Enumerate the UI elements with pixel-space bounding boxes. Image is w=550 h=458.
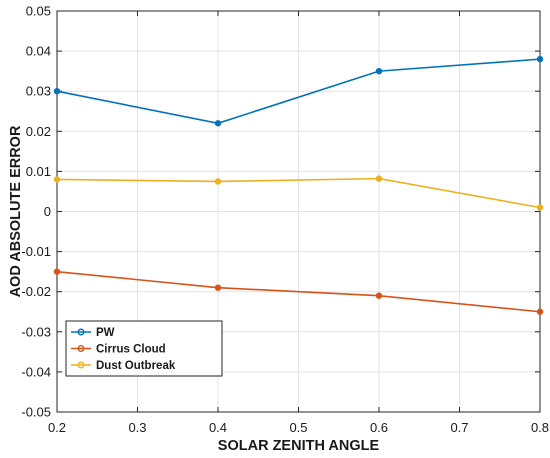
series-dust-outbreak — [53, 175, 544, 211]
data-point-pw — [53, 87, 61, 95]
series-line-pw — [56, 58, 541, 125]
legend-box — [65, 320, 223, 377]
series-line-dust-outbreak — [56, 177, 541, 209]
x-tick-label: 0.3 — [128, 420, 146, 435]
data-series — [53, 55, 544, 315]
legend-label: PW — [96, 327, 115, 339]
data-point-cirrus-cloud — [536, 308, 544, 315]
series-cirrus-cloud — [53, 268, 544, 315]
x-tick-label: 0.6 — [370, 420, 388, 435]
legend-swatch-marker — [77, 361, 85, 369]
y-tick-label: 0.02 — [26, 124, 51, 139]
y-tick-label: -0.05 — [21, 405, 51, 420]
y-tick-label: 0.03 — [26, 84, 51, 99]
data-point-cirrus-cloud — [214, 284, 222, 291]
legend-entry-dust-outbreak: Dust Outbreak — [71, 360, 176, 372]
x-tick-label: 0.2 — [48, 420, 66, 435]
legend-swatch-marker — [77, 345, 85, 352]
legend-swatch-marker — [77, 328, 85, 336]
axis-ticks: 0.2 0.3 0.4 0.5 0.6 0.7 0.8 -0.05 -0.04 -0.03 -0.0… — [21, 4, 549, 436]
x-tick-label: 0.4 — [209, 420, 227, 435]
y-tick-label: 0.05 — [26, 4, 51, 19]
data-point-dust-outbreak — [214, 178, 222, 185]
y-tick-label: -0.03 — [21, 324, 51, 339]
data-point-pw — [214, 120, 222, 127]
x-axis-title: SOLAR ZENITH ANGLE — [218, 438, 380, 454]
x-tick-label: 0.8 — [531, 420, 549, 435]
y-tick-label: 0.01 — [26, 164, 51, 179]
legend-label: Cirrus Cloud — [96, 344, 166, 356]
y-tick-label: -0.04 — [21, 364, 51, 379]
data-point-dust-outbreak — [53, 176, 61, 183]
legend-label: Dust Outbreak — [96, 360, 176, 372]
legend: PW Cirrus Cloud Dust Outbreak — [65, 320, 223, 377]
data-point-cirrus-cloud — [375, 292, 383, 299]
series-pw — [53, 55, 544, 127]
y-tick-label: 0 — [44, 204, 51, 219]
legend-entry-pw: PW — [71, 327, 115, 339]
series-line-cirrus-cloud — [56, 270, 541, 313]
y-tick-label: 0.04 — [26, 44, 51, 59]
y-axis-title: AOD ABSOLUTE ERROR — [8, 125, 24, 297]
data-point-cirrus-cloud — [53, 268, 61, 275]
data-point-pw — [536, 55, 544, 63]
y-tick-label: -0.01 — [21, 244, 51, 259]
legend-entry-cirrus-cloud: Cirrus Cloud — [71, 344, 166, 356]
data-point-dust-outbreak — [536, 204, 544, 211]
data-point-dust-outbreak — [375, 175, 383, 182]
x-tick-label: 0.5 — [289, 420, 307, 435]
data-point-pw — [375, 67, 383, 75]
y-tick-label: -0.02 — [21, 284, 51, 299]
x-tick-label: 0.7 — [450, 420, 468, 435]
